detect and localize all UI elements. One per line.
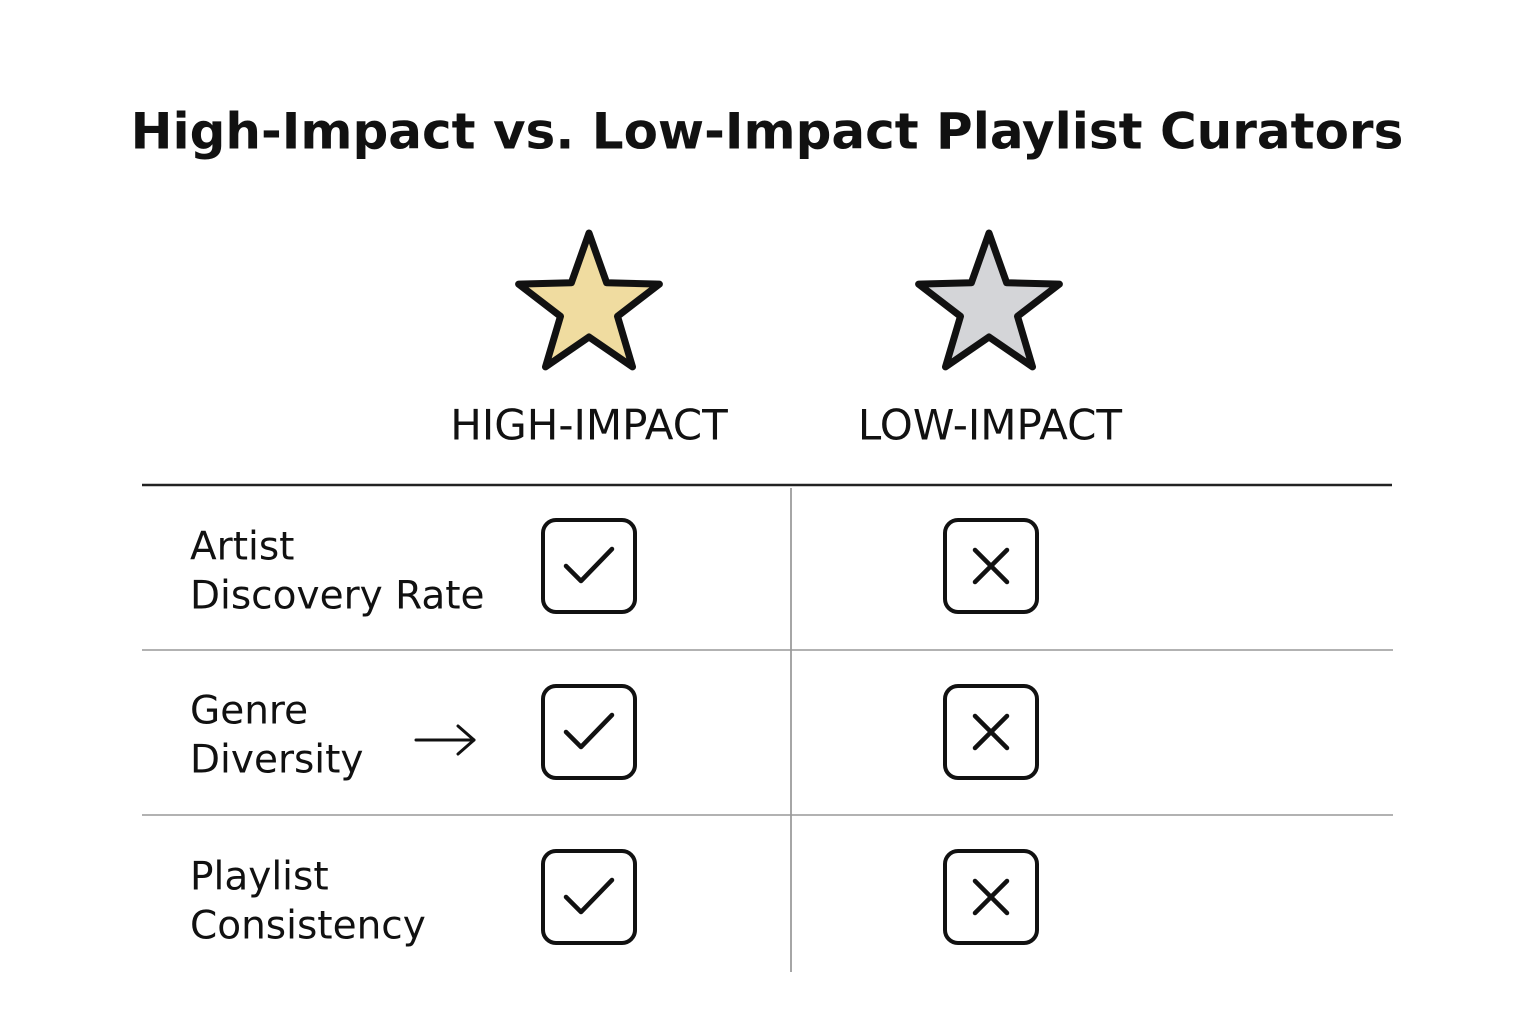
row-label: Playlist [190,855,329,900]
check-box [541,684,637,780]
cross-mark [972,713,1010,751]
cross-mark [972,878,1010,916]
check-mark [563,712,615,750]
cross-box [943,849,1039,945]
row-label: Consistency [190,904,426,949]
check-box [541,849,637,945]
star-icon [515,229,663,371]
column-header: HIGH-IMPACT [450,401,728,450]
check-mark [563,546,615,584]
check-mark [563,877,615,915]
cross-mark [972,547,1010,585]
row-label: Genre [190,689,308,734]
cross-box [943,684,1039,780]
row-label: Artist [190,525,294,570]
check-box [541,518,637,614]
star-icon [915,229,1063,371]
row-label: Discovery Rate [190,574,485,619]
column-header: LOW-IMPACT [858,401,1123,450]
title: High-Impact vs. Low-Impact Playlist Cura… [131,103,1404,161]
cross-box [943,518,1039,614]
row-label: Diversity [190,738,364,783]
arrow [414,724,476,756]
